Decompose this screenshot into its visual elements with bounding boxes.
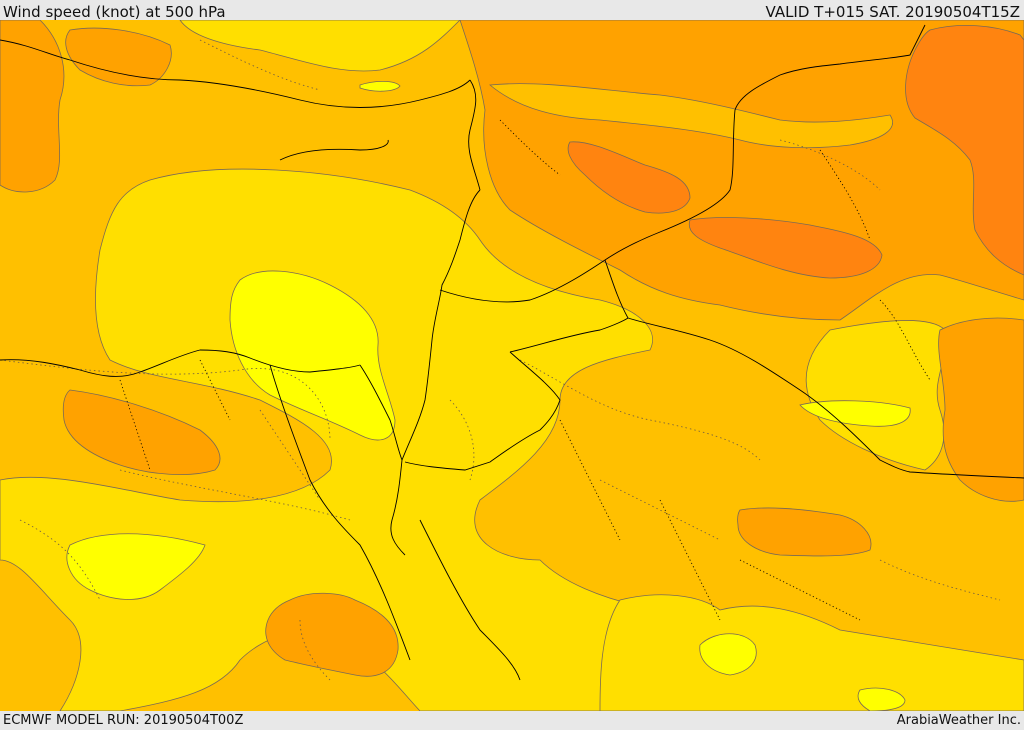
band-mid-high-saudi — [737, 507, 872, 557]
band-low-egypt — [66, 533, 206, 600]
credit-label: ArabiaWeather Inc. — [896, 713, 1021, 728]
band-mid-high-egypt-south — [265, 592, 399, 677]
band-mid-high-west — [0, 20, 65, 193]
band-mid-in-iraq — [489, 83, 893, 149]
coastlines — [0, 39, 521, 681]
wind-speed-map[interactable] — [0, 20, 1024, 711]
dotted-contours — [0, 39, 1001, 681]
band-high-iran-1 — [688, 217, 883, 279]
band-mid-high-libya — [62, 389, 221, 475]
band-low-sinai — [229, 270, 396, 441]
map-title: Wind speed (knot) at 500 hPa — [3, 3, 226, 21]
band-mid-low-southeast — [599, 594, 1024, 711]
band-low-se-1 — [699, 633, 757, 676]
band-low-e — [799, 400, 911, 427]
footer-bar: ECMWF MODEL RUN: 20190504T00Z ArabiaWeat… — [0, 711, 1024, 729]
admin-borders — [119, 119, 931, 621]
model-run-label: ECMWF MODEL RUN: 20190504T00Z — [3, 713, 244, 728]
band-low-se-2 — [857, 687, 906, 711]
band-mid-low-north — [179, 20, 461, 72]
country-borders — [404, 24, 1024, 479]
band-high-iraq-2 — [567, 141, 691, 214]
header-bar: Wind speed (knot) at 500 hPa VALID T+015… — [0, 0, 1024, 21]
band-mid-high-ne-strip — [938, 317, 1024, 502]
valid-time-label: VALID T+015 SAT. 20190504T15Z — [765, 3, 1020, 21]
band-high-iran-ne — [905, 25, 1024, 276]
band-low-turkey — [359, 80, 401, 92]
